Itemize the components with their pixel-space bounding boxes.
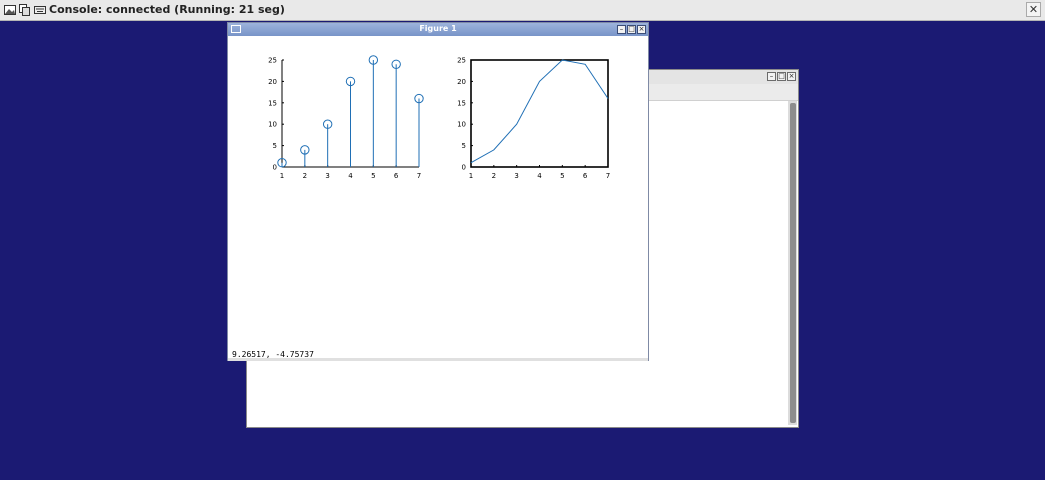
chart1-stem-marker bbox=[277, 158, 287, 168]
chart2-y-tick-label: 0 bbox=[462, 164, 466, 172]
chart2-x-tick-label: 4 bbox=[537, 172, 542, 180]
chart2-y-tick-label: 20 bbox=[457, 78, 466, 86]
chart1-x-tick-label: 2 bbox=[303, 172, 307, 180]
chart2-y-tick-label: 10 bbox=[457, 121, 466, 129]
close-console-button[interactable]: ✕ bbox=[1026, 2, 1041, 17]
figure-status-bar bbox=[228, 358, 648, 361]
chart2-y-tick-label: 15 bbox=[457, 99, 466, 107]
chart1-stem-marker bbox=[345, 76, 356, 87]
image-icon[interactable] bbox=[4, 4, 16, 16]
chart2-y-tick-label: 5 bbox=[462, 142, 466, 150]
maximize-button[interactable]: □ bbox=[777, 72, 786, 81]
chart2-y-tick-label: 25 bbox=[457, 57, 466, 65]
chart1-y-tick-label: 5 bbox=[273, 142, 277, 150]
chart1-stem-marker bbox=[391, 59, 401, 69]
chart2-series-line bbox=[470, 59, 609, 164]
chart1-stem-marker bbox=[300, 145, 310, 155]
close-button[interactable]: × bbox=[787, 72, 796, 81]
copy-icon[interactable] bbox=[19, 4, 31, 16]
chart1-stem-marker bbox=[368, 55, 379, 65]
chart2-x-tick-label: 6 bbox=[583, 172, 588, 180]
figure-title: Figure 1 bbox=[419, 24, 457, 33]
chart1-x-tick-label: 1 bbox=[280, 172, 284, 180]
figure-window[interactable]: Figure 1 – □ × 1 2 3 4 5 6 7 0 5 10 15 20 25 1 2 3 4 5 6 7 0 5 1… bbox=[227, 22, 649, 361]
chart2-x-tick-label: 3 bbox=[514, 172, 518, 180]
chart1-y-tick-label: 25 bbox=[268, 57, 277, 65]
chart1-x-tick-label: 7 bbox=[417, 172, 421, 180]
chart1-x-tick-label: 4 bbox=[348, 172, 353, 180]
chart1-x-tick-label: 6 bbox=[394, 172, 399, 180]
close-icon: ✕ bbox=[1028, 3, 1039, 16]
chart2-x-tick-label: 2 bbox=[492, 172, 496, 180]
chart1-y-tick-label: 10 bbox=[268, 121, 277, 129]
figure-close-button[interactable]: × bbox=[637, 25, 646, 34]
chart1-y-tick-label: 20 bbox=[268, 78, 277, 86]
chart1-y-tick-label: 15 bbox=[268, 99, 277, 107]
chart2-x-tick-label: 5 bbox=[560, 172, 564, 180]
chart1-stem-marker bbox=[322, 119, 333, 129]
chart1-stem-marker bbox=[414, 93, 424, 104]
chart1-x-tick-label: 3 bbox=[325, 172, 329, 180]
cursor-coordinates: 9.26517, -4.75737 bbox=[232, 350, 314, 359]
console-status-title: Console: connected (Running: 21 seg) bbox=[49, 3, 285, 16]
figure-maximize-button[interactable]: □ bbox=[627, 25, 636, 34]
console-toolbar: Console: connected (Running: 21 seg) ✕ bbox=[0, 0, 1045, 21]
figure-minimize-button[interactable]: – bbox=[617, 25, 626, 34]
chart2-x-tick-label: 7 bbox=[606, 172, 610, 180]
chart2-x-tick-label: 1 bbox=[469, 172, 473, 180]
window-menu-icon[interactable] bbox=[231, 25, 241, 33]
chart1-y-tick-label: 0 bbox=[273, 164, 277, 172]
scrollbar-thumb[interactable] bbox=[790, 103, 796, 423]
figure-titlebar[interactable]: Figure 1 – □ × bbox=[228, 23, 648, 36]
keyboard-icon[interactable] bbox=[34, 4, 46, 16]
figure-canvas[interactable]: 1 2 3 4 5 6 7 0 5 10 15 20 25 1 2 3 4 5 6 7 0 5 10 15 20 25 bbox=[228, 37, 648, 347]
chart1-x-tick-label: 5 bbox=[371, 172, 375, 180]
minimize-button[interactable]: – bbox=[767, 72, 776, 81]
